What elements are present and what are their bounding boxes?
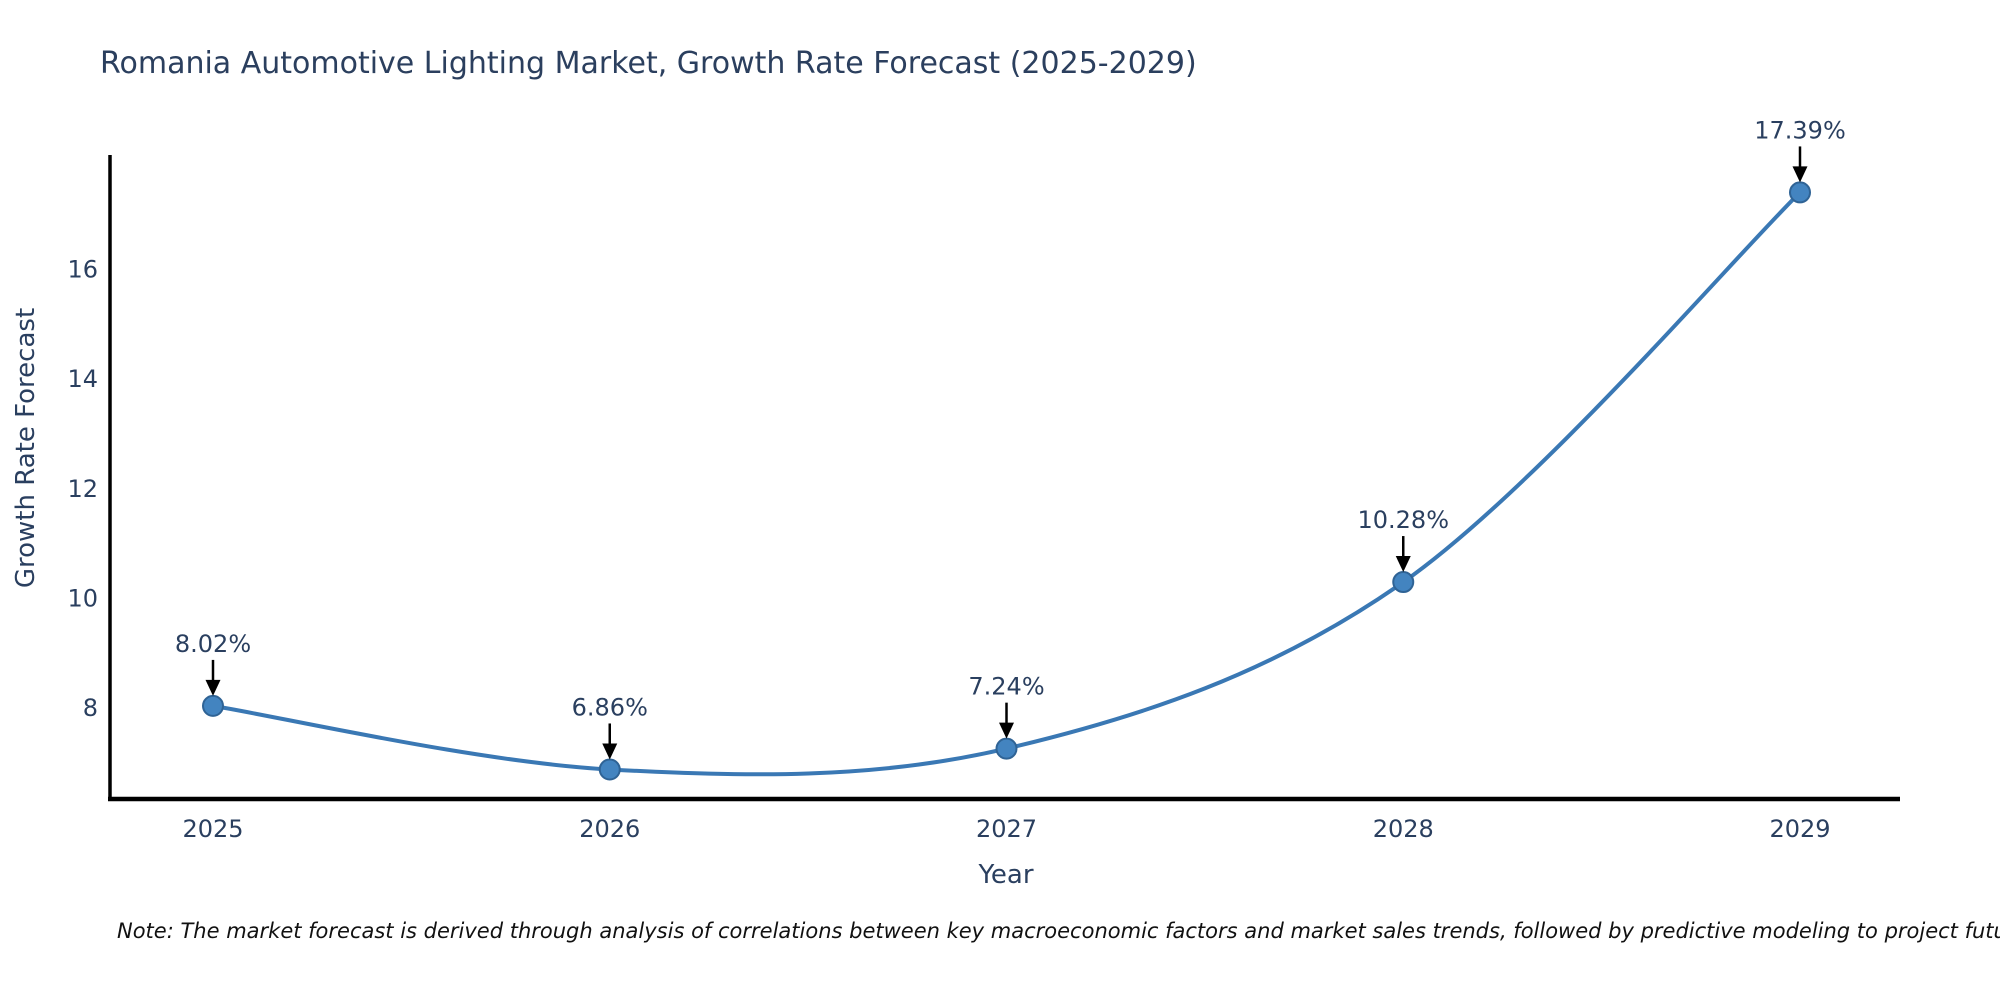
point-value-label: 7.24% bbox=[968, 673, 1044, 701]
data-point-marker[interactable] bbox=[598, 758, 621, 781]
x-tick-label: 2028 bbox=[1373, 815, 1434, 843]
x-axis-tick-labels: 2025 2026 2027 2028 2029 bbox=[182, 815, 1830, 843]
footnote: Note: The market forecast is derived thr… bbox=[117, 919, 2000, 943]
x-tick-label: 2029 bbox=[1769, 815, 1830, 843]
y-axis-tick-labels: 8 10 12 14 16 bbox=[67, 256, 98, 722]
y-tick-label: 16 bbox=[67, 256, 98, 284]
point-annotations: 8.02% 6.86% 7.24% 10.28% 17.39% bbox=[175, 116, 1846, 760]
annotation-arrowhead-icon bbox=[1792, 166, 1808, 183]
x-tick-label: 2026 bbox=[579, 815, 640, 843]
annotation-arrowhead-icon bbox=[1395, 556, 1411, 573]
y-tick-label: 8 bbox=[83, 694, 98, 722]
x-tick-label: 2025 bbox=[182, 815, 243, 843]
line-series bbox=[202, 181, 1811, 781]
y-tick-label: 10 bbox=[67, 584, 98, 612]
point-value-label: 6.86% bbox=[572, 693, 648, 721]
point-value-label: 8.02% bbox=[175, 630, 251, 658]
data-point-marker[interactable] bbox=[995, 737, 1018, 760]
data-point-marker[interactable] bbox=[1789, 181, 1811, 204]
point-value-label: 17.39% bbox=[1754, 116, 1846, 144]
y-tick-label: 12 bbox=[67, 475, 98, 503]
annotation-arrowhead-icon bbox=[602, 743, 618, 760]
y-axis-title: Growth Rate Forecast bbox=[11, 308, 41, 588]
chart-title: Romania Automotive Lighting Market, Grow… bbox=[100, 46, 1197, 81]
data-point-marker[interactable] bbox=[202, 694, 224, 717]
x-axis-title: Year bbox=[977, 860, 1033, 890]
point-value-label: 10.28% bbox=[1357, 506, 1449, 534]
annotation-arrowhead-icon bbox=[205, 679, 221, 696]
x-tick-label: 2027 bbox=[976, 815, 1037, 843]
y-tick-label: 14 bbox=[67, 365, 98, 393]
annotation-arrowhead-icon bbox=[999, 722, 1014, 739]
data-point-marker[interactable] bbox=[1392, 571, 1415, 594]
